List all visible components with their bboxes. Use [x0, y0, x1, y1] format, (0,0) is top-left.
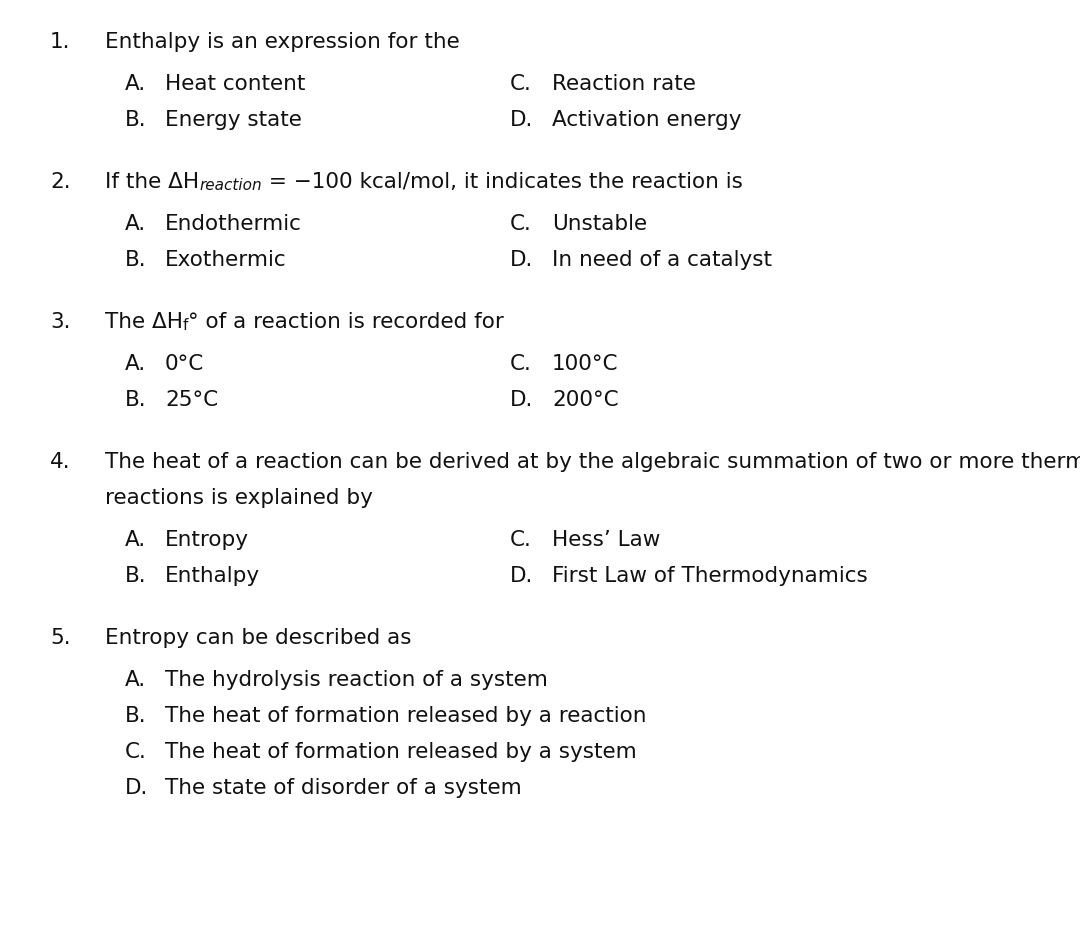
Text: In need of a catalyst: In need of a catalyst — [552, 250, 772, 270]
Text: A.: A. — [125, 530, 146, 550]
Text: 2.: 2. — [50, 172, 70, 192]
Text: C.: C. — [510, 530, 531, 550]
Text: Heat content: Heat content — [165, 74, 306, 94]
Text: reaction: reaction — [199, 178, 261, 193]
Text: D.: D. — [510, 250, 534, 270]
Text: Entropy can be described as: Entropy can be described as — [105, 628, 411, 648]
Text: 0°C: 0°C — [165, 354, 204, 374]
Text: B.: B. — [125, 110, 147, 130]
Text: D.: D. — [125, 778, 148, 798]
Text: Hess’ Law: Hess’ Law — [552, 530, 660, 550]
Text: C.: C. — [510, 354, 531, 374]
Text: First Law of Thermodynamics: First Law of Thermodynamics — [552, 566, 867, 586]
Text: 4.: 4. — [50, 452, 70, 472]
Text: Enthalpy: Enthalpy — [165, 566, 260, 586]
Text: If the ΔH: If the ΔH — [105, 172, 199, 192]
Text: 1.: 1. — [50, 32, 70, 52]
Text: C.: C. — [510, 214, 531, 234]
Text: B.: B. — [125, 250, 147, 270]
Text: A.: A. — [125, 670, 146, 690]
Text: = −100 kcal/mol, it indicates the reaction is: = −100 kcal/mol, it indicates the reacti… — [261, 172, 743, 192]
Text: Endothermic: Endothermic — [165, 214, 302, 234]
Text: D.: D. — [510, 390, 534, 410]
Text: 100°C: 100°C — [552, 354, 619, 374]
Text: B.: B. — [125, 390, 147, 410]
Text: The heat of formation released by a system: The heat of formation released by a syst… — [165, 742, 637, 762]
Text: 200°C: 200°C — [552, 390, 619, 410]
Text: Activation energy: Activation energy — [552, 110, 742, 130]
Text: reactions is explained by: reactions is explained by — [105, 488, 373, 508]
Text: A.: A. — [125, 214, 146, 234]
Text: C.: C. — [510, 74, 531, 94]
Text: 5.: 5. — [50, 628, 70, 648]
Text: Unstable: Unstable — [552, 214, 647, 234]
Text: Entropy: Entropy — [165, 530, 249, 550]
Text: B.: B. — [125, 566, 147, 586]
Text: The ΔH: The ΔH — [105, 312, 183, 332]
Text: The heat of a reaction can be derived at by the algebraic summation of two or mo: The heat of a reaction can be derived at… — [105, 452, 1080, 472]
Text: Reaction rate: Reaction rate — [552, 74, 696, 94]
Text: f: f — [183, 318, 188, 333]
Text: ° of a reaction is recorded for: ° of a reaction is recorded for — [188, 312, 504, 332]
Text: A.: A. — [125, 74, 146, 94]
Text: 25°C: 25°C — [165, 390, 218, 410]
Text: Exothermic: Exothermic — [165, 250, 286, 270]
Text: The state of disorder of a system: The state of disorder of a system — [165, 778, 522, 798]
Text: Enthalpy is an expression for the: Enthalpy is an expression for the — [105, 32, 460, 52]
Text: 3.: 3. — [50, 312, 70, 332]
Text: A.: A. — [125, 354, 146, 374]
Text: The heat of formation released by a reaction: The heat of formation released by a reac… — [165, 706, 647, 726]
Text: B.: B. — [125, 706, 147, 726]
Text: D.: D. — [510, 566, 534, 586]
Text: D.: D. — [510, 110, 534, 130]
Text: Energy state: Energy state — [165, 110, 302, 130]
Text: The hydrolysis reaction of a system: The hydrolysis reaction of a system — [165, 670, 548, 690]
Text: C.: C. — [125, 742, 147, 762]
